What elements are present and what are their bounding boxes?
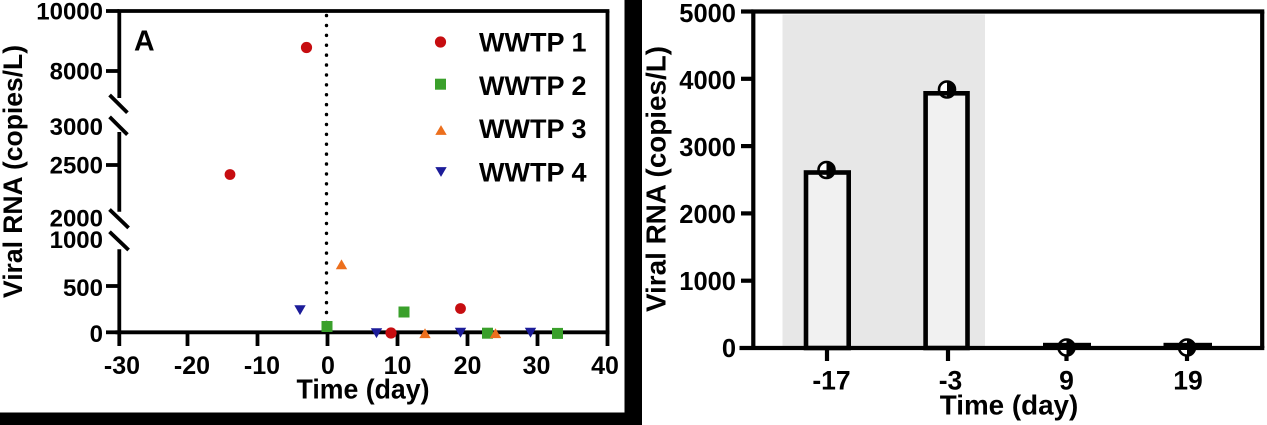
svg-text:3000: 3000 bbox=[50, 114, 103, 141]
svg-text:40: 40 bbox=[591, 352, 619, 380]
svg-text:500: 500 bbox=[63, 275, 103, 302]
svg-text:WWTP 4: WWTP 4 bbox=[479, 158, 587, 188]
svg-text:0: 0 bbox=[321, 352, 335, 380]
svg-text:2500: 2500 bbox=[50, 153, 103, 180]
svg-text:10: 10 bbox=[384, 352, 412, 380]
svg-text:0: 0 bbox=[90, 321, 103, 348]
svg-text:Viral RNA (copies/L): Viral RNA (copies/L) bbox=[641, 46, 672, 312]
svg-text:-20: -20 bbox=[174, 352, 210, 380]
svg-text:19: 19 bbox=[1173, 366, 1202, 396]
svg-text:1000: 1000 bbox=[50, 227, 103, 254]
svg-text:4000: 4000 bbox=[679, 67, 736, 95]
svg-text:20: 20 bbox=[454, 352, 482, 380]
svg-text:-3: -3 bbox=[939, 366, 963, 396]
svg-text:10000: 10000 bbox=[36, 0, 103, 26]
svg-text:3000: 3000 bbox=[679, 134, 736, 162]
svg-text:-30: -30 bbox=[104, 352, 140, 380]
svg-text:Time (day): Time (day) bbox=[940, 390, 1079, 421]
svg-text:WWTP 2: WWTP 2 bbox=[479, 71, 587, 101]
svg-text:5000: 5000 bbox=[679, 0, 736, 28]
svg-text:-10: -10 bbox=[244, 352, 280, 380]
svg-text:-17: -17 bbox=[812, 366, 850, 396]
svg-text:A: A bbox=[134, 26, 155, 58]
svg-text:Viral RNA (copies/L): Viral RNA (copies/L) bbox=[0, 45, 28, 298]
svg-text:2000: 2000 bbox=[679, 201, 736, 229]
svg-text:2000: 2000 bbox=[50, 206, 103, 233]
svg-text:30: 30 bbox=[523, 352, 551, 380]
svg-text:1000: 1000 bbox=[679, 268, 736, 296]
svg-text:WWTP 3: WWTP 3 bbox=[479, 114, 587, 144]
svg-text:0: 0 bbox=[722, 335, 736, 363]
svg-text:9: 9 bbox=[1059, 366, 1074, 396]
svg-text:Time (day): Time (day) bbox=[297, 374, 430, 405]
svg-text:WWTP 1: WWTP 1 bbox=[479, 28, 587, 58]
svg-text:8000: 8000 bbox=[50, 59, 103, 86]
